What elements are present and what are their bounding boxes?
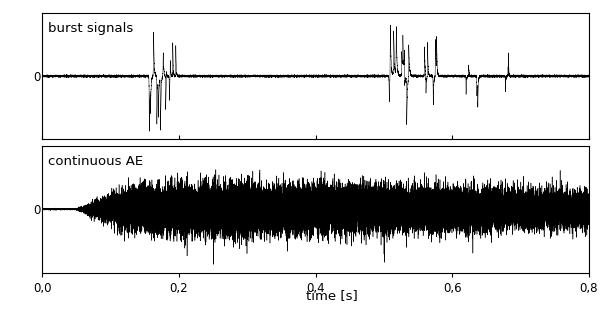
Text: burst signals: burst signals [47,22,133,35]
Text: continuous AE: continuous AE [47,155,142,168]
X-axis label: time [s]: time [s] [306,289,358,302]
